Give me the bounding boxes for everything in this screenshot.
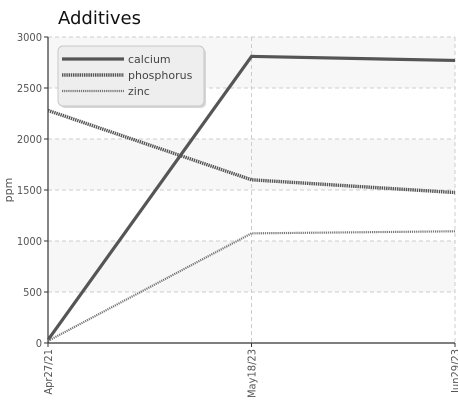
y-tick-label: 2500 [17,82,42,95]
chart-title: Additives [58,8,141,29]
x-tick-label: Apr27/21 [42,349,55,395]
grid-lines [48,36,456,343]
y-tick-label: 500 [23,286,42,299]
y-tick-label: 1500 [17,184,42,197]
y-tick-label: 1000 [17,235,42,248]
series-line-zinc [47,230,456,342]
legend: calcium phosphorus zinc [57,45,206,108]
y-tick-label: 0 [36,337,42,350]
y-axis-label: ppm [2,178,15,203]
legend-label-calcium: calcium [128,53,171,66]
x-tick-label: May18/23 [246,349,259,398]
legend-label-phosphorus: phosphorus [128,69,193,82]
series-line-calcium [46,54,456,341]
y-axis-ticks: 0 500 1000 1500 2000 2500 3000 [17,31,48,350]
legend-label-zinc: zinc [128,85,150,98]
y-tick-label: 2000 [17,133,42,146]
series-lines [46,54,456,342]
x-axis-ticks: Apr27/21 May18/23 Jun29/23 [42,343,458,398]
y-tick-label: 3000 [17,31,42,44]
series-line-phosphorus [47,108,456,195]
x-tick-label: Jun29/23 [449,349,458,394]
